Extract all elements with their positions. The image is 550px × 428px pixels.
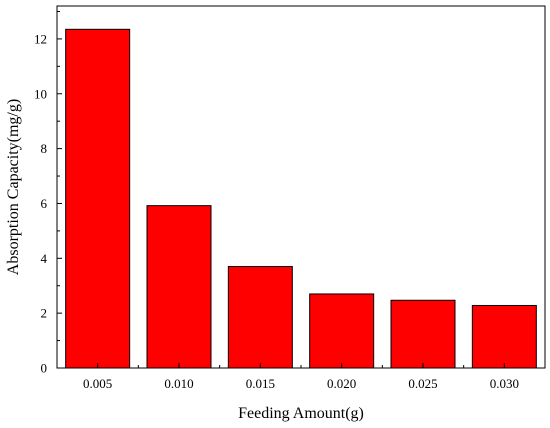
- x-tick-label: 0.020: [327, 376, 356, 391]
- plot-frame: [56, 5, 546, 369]
- x-tick-label: 0.025: [408, 376, 437, 391]
- x-ticks-group: 0.005 0.010 0.015 0.020 0.025 0.030: [83, 363, 519, 391]
- bar-0.015: [227, 266, 293, 369]
- bar-0.020: [309, 293, 375, 369]
- x-tick-label: 0.005: [83, 376, 112, 391]
- y-axis-title: Absorption Capacity(mg/g): [5, 99, 22, 275]
- bar-0.010: [146, 205, 212, 369]
- x-tick-label: 0.015: [246, 376, 275, 391]
- y-tick-label: 6: [41, 196, 48, 211]
- y-ticks-group: 0 2 4 6 8 10 12: [34, 10, 62, 376]
- x-axis-title: Feeding Amount(g): [238, 405, 364, 422]
- y-tick-label: 2: [41, 306, 48, 321]
- bars-group: [65, 28, 537, 369]
- bar-0.030: [471, 304, 537, 369]
- y-tick-label: 4: [41, 251, 48, 266]
- bar-0.025: [390, 299, 456, 369]
- bar-0.005: [65, 28, 131, 369]
- y-tick-label: 10: [34, 86, 47, 101]
- x-tick-label: 0.010: [164, 376, 193, 391]
- y-tick-label: 8: [41, 141, 48, 156]
- x-tick-label: 0.030: [490, 376, 519, 391]
- y-tick-label: 0: [41, 361, 48, 376]
- y-tick-label: 12: [34, 31, 47, 46]
